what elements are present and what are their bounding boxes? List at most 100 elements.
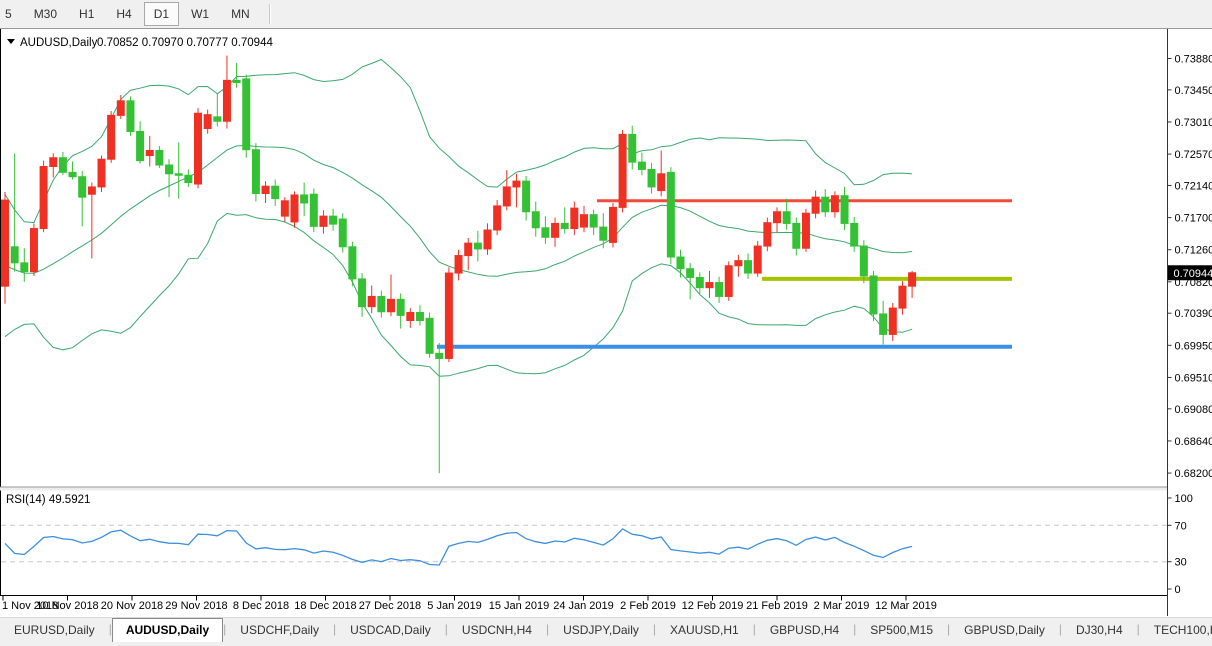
bear-candle: [629, 134, 636, 162]
chart-tab-USDCNH-H4[interactable]: USDCNH,H4: [448, 618, 546, 643]
bull-candle: [571, 208, 578, 228]
bull-candle: [609, 207, 616, 242]
rsi-indicator-label: RSI(14) 49.5921: [6, 494, 90, 506]
bear-candle: [233, 80, 240, 82]
time-axis-label: 10 Nov 2018: [36, 600, 98, 612]
bear-candle: [69, 172, 76, 176]
chart-canvas[interactable]: 0.738800.734500.730100.725700.721400.717…: [0, 29, 1212, 617]
bull-candle: [754, 246, 761, 273]
bear-candle: [542, 228, 549, 237]
bear-candle: [79, 177, 86, 197]
rsi-axis-label: 0: [1175, 584, 1181, 596]
price-axis-label: 0.71700: [1175, 213, 1212, 225]
bull-candle: [368, 296, 375, 306]
bull-candle: [88, 187, 95, 194]
bear-candle: [339, 219, 346, 247]
bear-candle: [175, 174, 182, 176]
bear-candle: [561, 223, 568, 228]
bull-candle: [98, 159, 105, 187]
time-axis-label: 2 Feb 2019: [620, 600, 676, 612]
timeframe-button-W1[interactable]: W1: [181, 2, 219, 26]
bear-candle: [783, 212, 790, 224]
bear-candle: [716, 283, 723, 297]
bull-candle: [725, 266, 732, 297]
price-axis-label: 0.72570: [1175, 149, 1212, 161]
timeframe-button-H4[interactable]: H4: [106, 2, 141, 26]
bull-candle: [658, 174, 665, 191]
time-axis-label: 15 Jan 2019: [489, 600, 550, 612]
time-axis-label: 12 Mar 2019: [875, 600, 937, 612]
pane-splitter[interactable]: [0, 487, 1167, 491]
bull-candle: [889, 308, 896, 334]
bear-candle: [870, 276, 877, 314]
bear-candle: [310, 194, 317, 226]
bull-candle: [764, 223, 771, 246]
bull-candle: [503, 187, 510, 206]
timeframe-button-5[interactable]: 5: [0, 2, 22, 26]
bear-candle: [243, 79, 250, 150]
bull-candle: [455, 256, 462, 274]
bear-candle: [214, 117, 221, 121]
bull-candle: [484, 230, 491, 249]
bear-candle: [600, 227, 607, 240]
bull-candle: [552, 223, 559, 237]
bull-candle: [388, 299, 395, 311]
bear-candle: [378, 296, 385, 311]
chart-tab-bar: EURUSD,Daily|AUDUSD,Daily|USDCHF,Daily|U…: [0, 617, 1212, 646]
chart-symbol-label: AUDUSD,Daily: [20, 37, 98, 49]
bear-candle: [638, 162, 645, 169]
price-axis-label: 0.68640: [1175, 436, 1212, 448]
chart-tab-GBPUSD-Daily[interactable]: GBPUSD,Daily: [950, 618, 1059, 643]
timeframe-button-MN[interactable]: MN: [221, 2, 260, 26]
time-axis-label: 29 Nov 2018: [165, 600, 227, 612]
bull-candle: [494, 206, 501, 230]
time-axis-label: 21 Feb 2019: [746, 600, 808, 612]
bear-candle: [127, 101, 134, 132]
chart-tab-XAUUSD-H1[interactable]: XAUUSD,H1: [656, 618, 753, 643]
rsi-axis-label: 100: [1175, 493, 1193, 505]
bear-candle: [880, 314, 887, 334]
time-axis-label: 20 Nov 2018: [101, 600, 163, 612]
bear-candle: [426, 318, 433, 353]
chart-tab-TECH100-H1[interactable]: TECH100,H1: [1140, 618, 1212, 643]
chart-tab-USDCAD-Daily[interactable]: USDCAD,Daily: [336, 618, 445, 643]
bull-candle: [899, 286, 906, 308]
chart-tab-AUDUSD-Daily[interactable]: AUDUSD,Daily: [112, 618, 223, 642]
bull-candle: [909, 273, 916, 286]
bear-candle: [590, 215, 597, 227]
chart-tab-USDJPY-Daily[interactable]: USDJPY,Daily: [549, 618, 653, 643]
toolbar-separator: [269, 4, 271, 24]
timeframe-button-D1[interactable]: D1: [144, 2, 179, 26]
chart-tab-DJ30-H4[interactable]: DJ30,H4: [1062, 618, 1137, 643]
bear-candle: [860, 246, 867, 276]
bear-candle: [156, 150, 163, 165]
bull-candle: [812, 197, 819, 213]
bull-candle: [581, 215, 588, 227]
bull-candle: [465, 243, 472, 255]
time-axis-label: 2 Mar 2019: [814, 600, 870, 612]
bull-candle: [407, 312, 414, 320]
time-axis-label: 27 Dec 2018: [359, 600, 421, 612]
bear-candle: [822, 197, 829, 212]
chart-background: [0, 29, 1212, 617]
timeframe-button-M30[interactable]: M30: [24, 2, 67, 26]
bull-candle: [223, 80, 230, 121]
chart-tab-GBPUSD-H4[interactable]: GBPUSD,H4: [756, 618, 853, 643]
bear-candle: [667, 172, 674, 257]
chart-tab-USDCHF-Daily[interactable]: USDCHF,Daily: [226, 618, 333, 643]
time-axis-label: 12 Feb 2019: [682, 600, 744, 612]
time-axis-label: 8 Dec 2018: [233, 600, 289, 612]
chart-tab-SP500-M15[interactable]: SP500,M15: [856, 618, 947, 643]
bear-candle: [416, 312, 423, 320]
price-axis-label: 0.69950: [1175, 340, 1212, 352]
chart-ohlc-values: 0.70852 0.70970 0.70777 0.70944: [97, 37, 273, 49]
chart-tab-EURUSD-Daily[interactable]: EURUSD,Daily: [0, 618, 109, 643]
bull-candle: [445, 273, 452, 358]
bull-candle: [513, 181, 520, 187]
timeframe-button-H1[interactable]: H1: [69, 2, 104, 26]
time-axis-label: 24 Jan 2019: [553, 600, 614, 612]
bull-candle: [40, 166, 47, 228]
bull-candle: [195, 113, 202, 184]
